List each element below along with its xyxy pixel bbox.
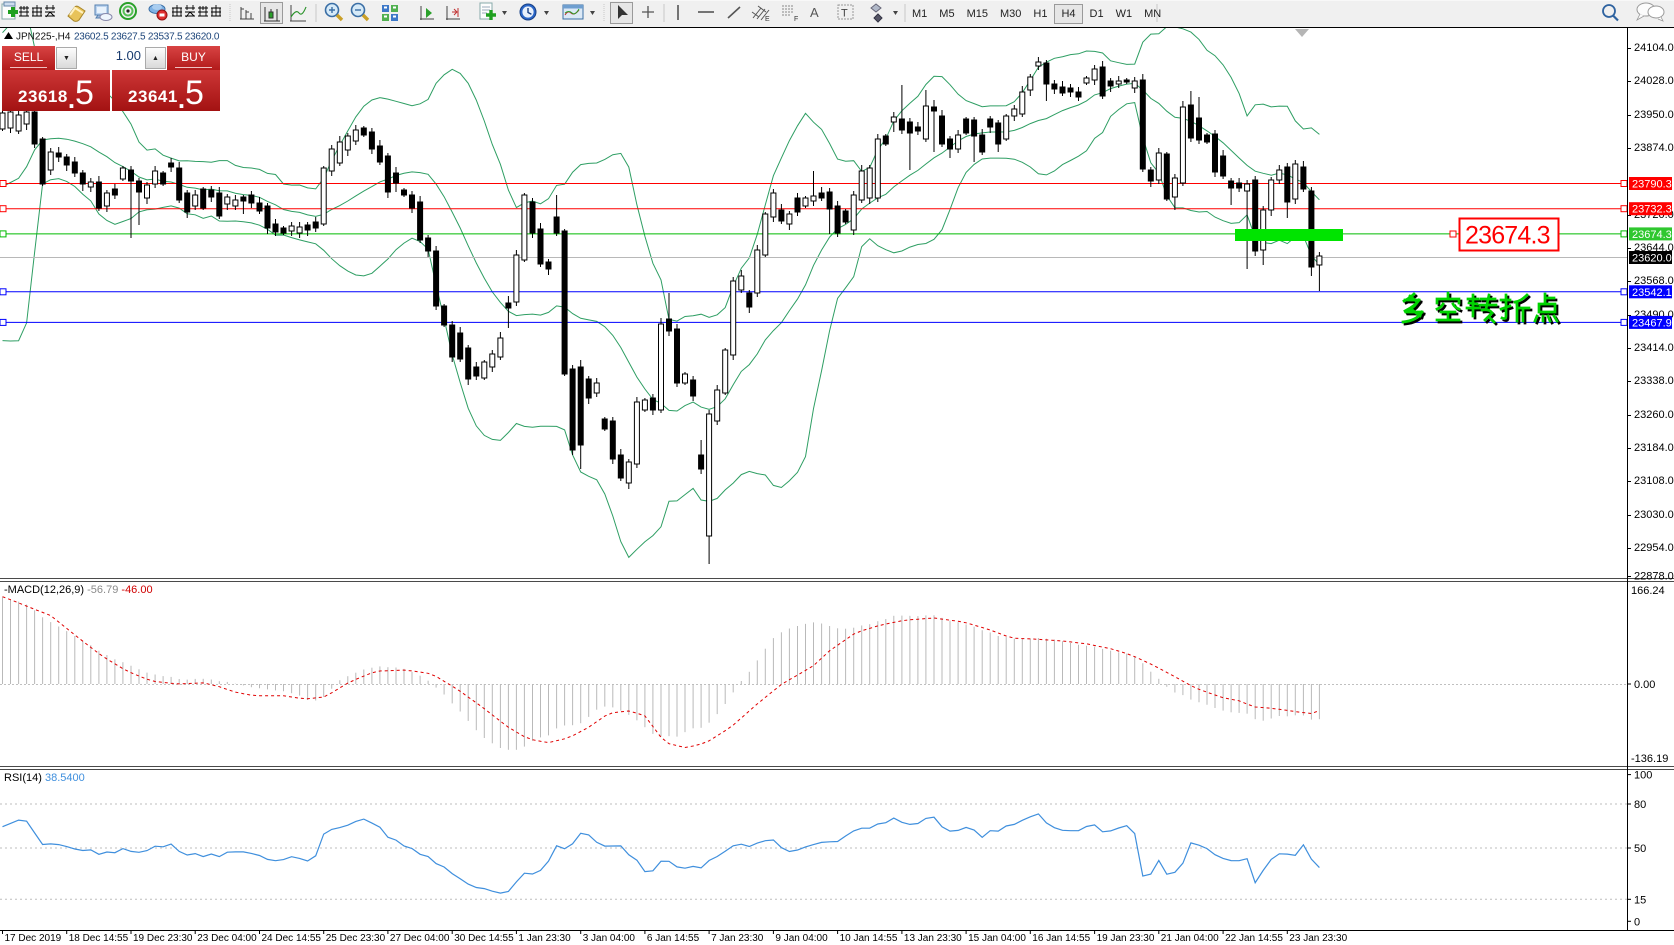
svg-text:22 Jan 14:55: 22 Jan 14:55 — [1225, 933, 1283, 944]
svg-text:23568.0: 23568.0 — [1634, 275, 1674, 287]
svg-text:23108.0: 23108.0 — [1634, 475, 1674, 487]
svg-text:23602.5 23627.5 23537.5 23620.: 23602.5 23627.5 23537.5 23620.0 — [74, 32, 220, 43]
svg-text:JPN225-,H4: JPN225-,H4 — [16, 32, 71, 43]
svg-text:166.24: 166.24 — [1631, 585, 1665, 597]
svg-text:23260.0: 23260.0 — [1634, 409, 1674, 421]
svg-text:-MACD(12,26,9) -56.79 -46.00: -MACD(12,26,9) -56.79 -46.00 — [4, 584, 153, 596]
svg-text:10 Jan 14:55: 10 Jan 14:55 — [840, 933, 898, 944]
svg-text:6 Jan 14:55: 6 Jan 14:55 — [647, 933, 700, 944]
svg-text:19 Jan 23:30: 19 Jan 23:30 — [1097, 933, 1155, 944]
svg-text:RSI(14) 38.5400: RSI(14) 38.5400 — [4, 772, 85, 784]
svg-text:0.00: 0.00 — [1634, 679, 1655, 691]
svg-text:19 Dec 23:30: 19 Dec 23:30 — [133, 933, 193, 944]
svg-text:15: 15 — [1634, 894, 1646, 906]
svg-text:50: 50 — [1634, 843, 1646, 855]
svg-text:27 Dec 04:00: 27 Dec 04:00 — [390, 933, 450, 944]
svg-text:7 Jan 23:30: 7 Jan 23:30 — [711, 933, 764, 944]
svg-text:23184.0: 23184.0 — [1634, 442, 1674, 454]
svg-text:23 Dec 04:00: 23 Dec 04:00 — [197, 933, 257, 944]
svg-text:25 Dec 23:30: 25 Dec 23:30 — [326, 933, 386, 944]
svg-text:23950.0: 23950.0 — [1634, 109, 1674, 121]
svg-text:23414.0: 23414.0 — [1634, 342, 1674, 354]
svg-text:23790.3: 23790.3 — [1632, 179, 1672, 191]
svg-text:17 Dec 2019: 17 Dec 2019 — [5, 933, 62, 944]
svg-text:21 Jan 04:00: 21 Jan 04:00 — [1161, 933, 1219, 944]
svg-text:F: F — [794, 16, 798, 23]
svg-text:23030.0: 23030.0 — [1634, 509, 1674, 521]
svg-text:24104.0: 24104.0 — [1634, 42, 1674, 54]
svg-text:13 Jan 23:30: 13 Jan 23:30 — [904, 933, 962, 944]
svg-text:100: 100 — [1634, 770, 1652, 782]
svg-text:22878.0: 22878.0 — [1634, 571, 1674, 583]
svg-text:A: A — [810, 5, 819, 20]
svg-text:16 Jan 14:55: 16 Jan 14:55 — [1032, 933, 1090, 944]
svg-text:23467.9: 23467.9 — [1632, 317, 1672, 329]
svg-text:23732.3: 23732.3 — [1632, 204, 1672, 216]
svg-text:23620.0: 23620.0 — [1632, 253, 1672, 265]
svg-text:-136.19: -136.19 — [1631, 753, 1668, 765]
svg-text:0: 0 — [1634, 916, 1640, 928]
svg-text:23874.0: 23874.0 — [1634, 142, 1674, 154]
svg-text:1 Jan 23:30: 1 Jan 23:30 — [518, 933, 571, 944]
svg-text:3 Jan 04:00: 3 Jan 04:00 — [583, 933, 636, 944]
svg-text:23674.3: 23674.3 — [1632, 229, 1672, 241]
svg-text:24 Dec 14:55: 24 Dec 14:55 — [262, 933, 322, 944]
svg-text:23338.0: 23338.0 — [1634, 375, 1674, 387]
svg-text:18 Dec 14:55: 18 Dec 14:55 — [69, 933, 129, 944]
svg-text:30 Dec 14:55: 30 Dec 14:55 — [454, 933, 514, 944]
svg-text:23542.1: 23542.1 — [1632, 287, 1672, 299]
svg-text:15 Jan 04:00: 15 Jan 04:00 — [968, 933, 1026, 944]
svg-text:E: E — [765, 16, 770, 23]
svg-text:24028.0: 24028.0 — [1634, 75, 1674, 87]
svg-text:23 Jan 23:30: 23 Jan 23:30 — [1289, 933, 1347, 944]
svg-text:22954.0: 22954.0 — [1634, 542, 1674, 554]
svg-text:9 Jan 04:00: 9 Jan 04:00 — [775, 933, 828, 944]
svg-text:T: T — [841, 8, 848, 20]
svg-text:23674.3: 23674.3 — [1465, 222, 1550, 250]
svg-text:80: 80 — [1634, 799, 1646, 811]
